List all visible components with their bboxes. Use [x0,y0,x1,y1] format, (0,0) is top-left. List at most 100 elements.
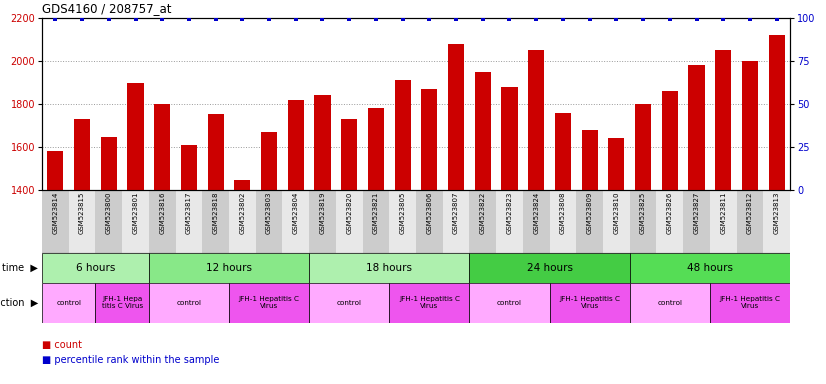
Point [610,16,623,22]
Text: ■ percentile rank within the sample: ■ percentile rank within the sample [42,355,220,365]
Bar [261,132,277,384]
Bar [207,114,224,384]
Point [663,16,676,22]
Bar [421,89,438,384]
Bar [96,190,122,253]
Point [369,16,382,22]
Bar [389,190,416,253]
Text: ■ count: ■ count [42,340,82,350]
Text: GSM523823: GSM523823 [506,191,512,233]
Point [183,16,196,22]
Bar [181,145,197,384]
Point [717,16,730,22]
Bar [395,80,411,384]
Text: GSM523803: GSM523803 [266,191,272,234]
Bar [282,190,309,253]
Bar [549,283,629,323]
Bar [154,104,170,384]
Text: 6 hours: 6 hours [76,263,115,273]
Bar [235,180,250,384]
Text: GSM523800: GSM523800 [106,191,112,234]
Text: control: control [337,300,362,306]
Bar [42,253,149,283]
Text: GSM523810: GSM523810 [614,191,620,234]
Text: GSM523811: GSM523811 [720,191,726,234]
Bar [635,104,651,384]
Point [49,16,62,22]
Bar [341,119,357,384]
Bar [176,190,202,253]
Point [75,16,88,22]
Bar [96,283,149,323]
Point [289,16,302,22]
Point [155,16,169,22]
Bar [737,190,763,253]
Bar [448,44,464,384]
Bar [469,190,496,253]
Bar [710,283,790,323]
Bar [603,190,629,253]
Text: GSM523821: GSM523821 [373,191,379,233]
Bar [47,151,64,384]
Bar [122,190,149,253]
Text: GSM523819: GSM523819 [320,191,325,234]
Bar [555,113,571,384]
Bar [69,190,96,253]
Text: GDS4160 / 208757_at: GDS4160 / 208757_at [42,2,172,15]
Bar [287,100,304,384]
Text: GSM523802: GSM523802 [240,191,245,233]
Text: GSM523827: GSM523827 [694,191,700,233]
Bar [683,190,710,253]
Text: control: control [497,300,522,306]
Text: control: control [177,300,202,306]
Point [235,16,249,22]
Point [396,16,409,22]
Text: JFH-1 Hepatitis C
Virus: JFH-1 Hepatitis C Virus [559,296,620,310]
Text: 48 hours: 48 hours [687,263,733,273]
Text: GSM523809: GSM523809 [586,191,592,234]
Text: GSM523816: GSM523816 [159,191,165,234]
Bar [501,87,518,384]
Text: control: control [56,300,81,306]
Point [449,16,463,22]
Bar [309,253,469,283]
Bar [101,137,116,384]
Bar [577,190,603,253]
Text: 24 hours: 24 hours [526,263,572,273]
Text: time  ▶: time ▶ [2,263,38,273]
Bar [368,108,384,384]
Bar [608,138,624,384]
Point [343,16,356,22]
Text: GSM523804: GSM523804 [292,191,299,233]
Point [637,16,650,22]
Bar [389,283,469,323]
Bar [309,190,336,253]
Point [557,16,570,22]
Bar [469,283,549,323]
Point [529,16,543,22]
Bar [528,50,544,384]
Bar [309,283,389,323]
Bar [629,253,790,283]
Point [129,16,142,22]
Text: control: control [657,300,682,306]
Text: JFH-1 Hepa
titis C Virus: JFH-1 Hepa titis C Virus [102,296,143,310]
Bar [629,190,657,253]
Bar [315,95,330,384]
Text: 12 hours: 12 hours [206,263,252,273]
Point [770,16,783,22]
Text: GSM523820: GSM523820 [346,191,352,233]
Bar [469,253,629,283]
Bar [763,190,790,253]
Bar [629,283,710,323]
Point [423,16,436,22]
Bar [769,35,785,384]
Text: GSM523815: GSM523815 [79,191,85,233]
Bar [416,190,443,253]
Bar [256,190,282,253]
Bar [662,91,678,384]
Bar [42,190,69,253]
Bar [715,50,731,384]
Bar [229,283,309,323]
Text: GSM523813: GSM523813 [774,191,780,234]
